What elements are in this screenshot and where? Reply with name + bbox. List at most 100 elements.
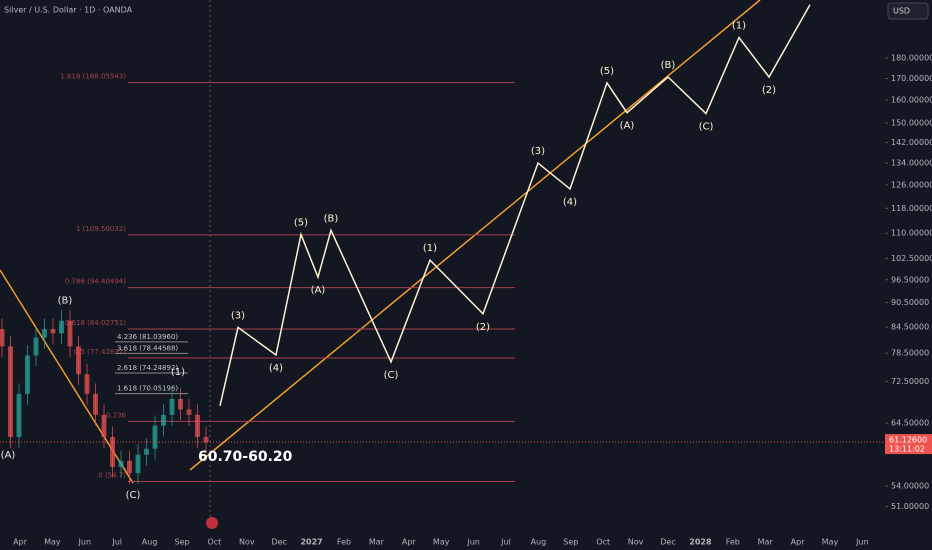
currency-box[interactable]: [887, 2, 929, 20]
x-tick-label: Jun: [466, 538, 480, 547]
wave-label: (B): [324, 213, 339, 224]
x-tick-label: May: [822, 538, 839, 547]
x-tick-label: May: [44, 538, 61, 547]
candle-body: [84, 374, 90, 394]
wave-label: (C): [384, 370, 399, 381]
fib-ext-label: 4.236 (81.03960): [117, 333, 178, 341]
wave-label: (1): [423, 243, 437, 254]
candle-body: [76, 346, 81, 375]
y-tick-label: 118.00000: [891, 204, 932, 213]
x-tick-label: Nov: [628, 538, 644, 547]
fib-label: 0.5 (77.42832): [74, 348, 126, 356]
y-tick-label: 150.00000: [891, 118, 932, 127]
last-price-box: [885, 434, 932, 455]
candle-body: [101, 414, 107, 438]
x-tick-label: Dec: [271, 538, 286, 547]
fib-label: 1 (109.50032): [76, 225, 126, 233]
y-tick-label: 96.50000: [891, 275, 929, 284]
candle-body: [67, 320, 73, 347]
x-tick-label: Jun: [78, 538, 92, 547]
candle-body: [135, 454, 141, 474]
wave-label: (5): [600, 66, 614, 77]
wave-label: (3): [531, 146, 545, 157]
wave-label: (B): [661, 60, 676, 71]
x-tick-label: Sep: [174, 538, 189, 547]
last-price-label: 61.12600: [889, 436, 927, 445]
fib-ext-label: 3.618 (78.44588): [117, 344, 178, 352]
candle-body: [127, 460, 132, 474]
x-tick-label: Mar: [369, 538, 385, 547]
fib-label: 0.618 (84.02751): [65, 319, 126, 327]
x-tick-label: Sep: [563, 538, 578, 547]
y-tick-label: 134.00000: [891, 159, 932, 168]
fib-ext-label: 1.618 (70.05196): [117, 385, 178, 393]
fib-label: 0.786 (94.40494): [65, 278, 126, 286]
candle-body: [195, 414, 200, 438]
wave-label: (3): [231, 310, 245, 321]
candle-body: [42, 329, 47, 338]
candle-body: [118, 460, 124, 467]
x-tick-label: Jun: [855, 538, 869, 547]
candle-body: [50, 329, 56, 334]
y-tick-label: 142.00000: [891, 138, 932, 147]
y-tick-label: 64.50000: [891, 418, 929, 427]
wave-label: (B): [58, 296, 73, 307]
candle-body: [25, 355, 30, 394]
logo: [206, 517, 218, 529]
wave-label: (C): [699, 122, 714, 133]
time-axis: [0, 532, 932, 550]
candle-body: [8, 346, 13, 438]
x-tick-label: Apr: [13, 538, 28, 547]
x-tick-label: Feb: [726, 538, 740, 547]
currency[interactable]: USD: [893, 7, 910, 16]
wave-label: (2): [476, 322, 490, 333]
wave-label: (4): [269, 363, 283, 374]
y-tick-label: 54.00000: [891, 482, 929, 491]
wave-label: (A): [311, 285, 326, 296]
x-tick-label: 2027: [300, 538, 322, 547]
x-tick-label: Jul: [500, 538, 511, 547]
y-tick-label: 102.50000: [891, 254, 932, 263]
candle-body: [144, 448, 149, 455]
candle-body: [186, 409, 192, 415]
x-tick-label: Oct: [596, 538, 610, 547]
wave-label: (5): [294, 218, 308, 229]
y-tick-label: 72.50000: [891, 377, 929, 386]
countdown: 13:11:02: [889, 445, 925, 454]
fib-ext-label: 2.618 (74.24892): [117, 364, 178, 372]
x-tick-label: Mar: [758, 538, 774, 547]
x-tick-label: Oct: [207, 538, 221, 547]
y-tick-label: 180.00000: [891, 54, 932, 63]
x-tick-label: Apr: [791, 538, 806, 547]
annotation: 60.70-60.20: [198, 449, 293, 465]
y-tick-label: 84.50000: [891, 322, 929, 331]
y-tick-label: 51.00000: [891, 502, 929, 511]
price-axis: [885, 0, 932, 550]
x-tick-label: Nov: [239, 538, 255, 547]
y-tick-label: 126.00000: [891, 180, 932, 189]
x-tick-label: Aug: [531, 538, 547, 547]
candle-body: [110, 437, 115, 467]
candle-body: [93, 393, 98, 415]
wave-label: (4): [563, 197, 577, 208]
candle-body: [161, 414, 166, 426]
wave-label: (A): [620, 121, 635, 132]
wave-label: (2): [762, 85, 776, 96]
x-tick-label: Dec: [660, 538, 675, 547]
wave-label: (1): [171, 367, 185, 378]
candle-body: [169, 399, 175, 415]
candle-body: [59, 320, 64, 334]
wave-label: (C): [126, 490, 141, 501]
candle-body: [178, 399, 183, 410]
candle-body: [33, 337, 39, 356]
x-tick-label: Apr: [402, 538, 417, 547]
wave-label: (A): [1, 450, 16, 461]
wave-label: (1): [732, 20, 746, 31]
symbol-title: Silver / U.S. Dollar · 1D · OANDA: [4, 6, 133, 15]
x-tick-label: Jul: [111, 538, 122, 547]
candle-body: [152, 425, 158, 449]
fib-label: 1.618 (168.05543): [60, 73, 126, 81]
projection-line: [219, 4, 811, 406]
candle-body: [0, 329, 5, 347]
